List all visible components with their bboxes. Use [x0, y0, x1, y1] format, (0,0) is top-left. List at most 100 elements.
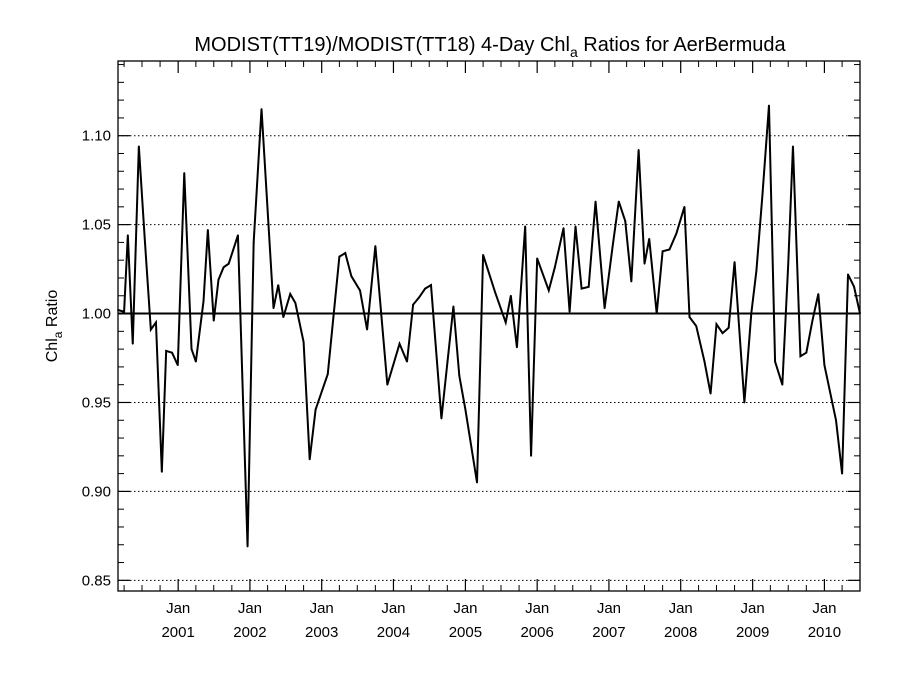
y-axis-label: Chla Ratio [44, 290, 65, 363]
data-point [715, 323, 718, 326]
data-point [547, 289, 550, 292]
x-tick-month: Jan [669, 600, 693, 617]
x-tick-month: Jan [381, 600, 405, 617]
data-point [430, 284, 432, 286]
data-point [277, 284, 280, 286]
data-point [817, 293, 820, 295]
data-point [176, 364, 179, 367]
data-point [272, 307, 275, 310]
data-point [398, 342, 401, 345]
data-point [661, 250, 664, 253]
y-tick-label: 1.00 [82, 306, 111, 323]
y-tick-label: 0.85 [82, 572, 111, 589]
y-tick-labels: 0.85 0.90 0.95 1.00 1.05 1.10 [82, 128, 111, 590]
data-point [787, 262, 790, 265]
data-point [568, 310, 571, 313]
x-tick-labels: Jan 2001 Jan 2002 Jan 2003 Jan 2004 Jan 2005 Jan 20… [161, 600, 841, 641]
data-point [805, 351, 808, 354]
data-point [202, 300, 205, 303]
data-point [326, 373, 329, 375]
data-point [260, 108, 263, 110]
data-point [183, 172, 186, 174]
data-point [617, 200, 620, 203]
data-point [131, 342, 134, 345]
x-tick-year: 2005 [449, 624, 482, 641]
y-tick-label: 0.90 [82, 483, 111, 500]
data-point [374, 245, 377, 247]
data-point [755, 269, 758, 272]
data-point [727, 326, 730, 329]
data-point [668, 248, 671, 251]
data-point [412, 303, 415, 306]
x-tick-month: Jan [741, 600, 765, 617]
data-point [359, 289, 361, 292]
x-tick-year: 2003 [305, 624, 338, 641]
data-point [562, 227, 565, 230]
data-point [302, 341, 305, 343]
data-point [149, 328, 152, 331]
data-point [792, 145, 794, 148]
data-point [553, 266, 556, 269]
data-point [841, 472, 844, 475]
data-point [190, 348, 193, 351]
data-point [580, 287, 583, 290]
data-point [655, 312, 658, 315]
data-point [761, 193, 764, 196]
x-tick-year: 2008 [664, 624, 697, 641]
data-point [126, 234, 129, 237]
x-tick-year: 2001 [161, 624, 194, 641]
data-point [637, 149, 640, 151]
minor-ticks [118, 61, 861, 591]
data-point [835, 419, 837, 422]
data-point [695, 325, 698, 327]
data-point [350, 275, 353, 278]
plot-frame [117, 60, 861, 592]
series-line [117, 105, 861, 547]
data-point [536, 257, 539, 260]
data-point [424, 287, 427, 290]
x-tick-month: Jan [166, 600, 190, 617]
data-point [781, 383, 784, 386]
data-point [574, 225, 577, 228]
data-point [811, 319, 814, 322]
y-tick-label: 1.10 [82, 128, 111, 145]
data-point [212, 319, 215, 322]
data-point [338, 255, 341, 258]
data-point [418, 296, 420, 299]
x-tick-month: Jan [597, 600, 621, 617]
data-point [165, 349, 168, 352]
data-point [171, 351, 173, 354]
data-point [237, 234, 239, 237]
x-tick-month: Jan [310, 600, 334, 617]
data-point [160, 470, 163, 473]
data-point [603, 307, 606, 310]
data-point [703, 360, 706, 363]
data-point [386, 383, 389, 386]
data-point [123, 310, 125, 313]
data-point [516, 346, 518, 349]
data-point [847, 273, 849, 276]
data-point [294, 301, 297, 304]
data-point [476, 481, 478, 484]
data-points [117, 104, 861, 548]
x-tick-month: Jan [525, 600, 549, 617]
data-point [709, 392, 712, 395]
data-point [768, 104, 770, 107]
data-point [774, 360, 776, 363]
data-point [494, 291, 496, 294]
data-point [524, 225, 527, 228]
data-point [853, 285, 856, 288]
data-point [452, 305, 455, 308]
data-point [688, 316, 691, 319]
data-point [630, 280, 633, 283]
x-tick-year: 2004 [377, 624, 410, 641]
data-point [743, 401, 746, 404]
data-point [137, 145, 140, 148]
data-point [504, 321, 507, 324]
data-point [440, 417, 443, 420]
x-tick-year: 2006 [520, 624, 553, 641]
data-point [611, 245, 614, 247]
x-tick-year: 2009 [736, 624, 769, 641]
data-point [683, 205, 686, 208]
